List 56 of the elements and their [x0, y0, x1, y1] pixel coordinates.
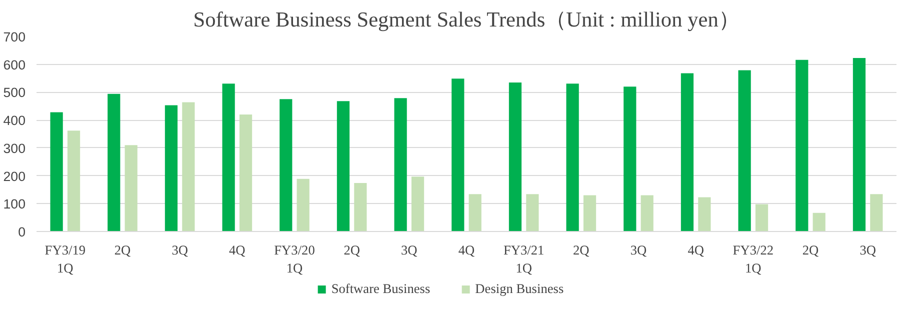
- y-tick-label: 700: [3, 30, 26, 44]
- bar: [755, 204, 768, 232]
- x-tick-label: 3Q: [172, 242, 188, 258]
- x-tick-label: 4Q: [229, 242, 246, 258]
- bar: [452, 78, 464, 232]
- y-tick-label: 600: [3, 57, 26, 72]
- y-tick-label: 200: [3, 168, 26, 184]
- bar: [124, 145, 138, 232]
- chart-title: Software Business Segment Sales Trends（Unit : million yen）: [193, 8, 740, 32]
- bar: [583, 195, 596, 232]
- bar: [108, 94, 120, 232]
- bar: [164, 105, 178, 232]
- y-tick-label: 300: [3, 140, 26, 156]
- bar: [526, 194, 539, 232]
- bar: [698, 197, 711, 232]
- bar: [222, 84, 235, 232]
- bar: [394, 98, 407, 232]
- y-tick-label: 400: [3, 113, 26, 128]
- bar: [468, 194, 482, 232]
- bar: [239, 114, 252, 232]
- x-tick-label: 2Q: [802, 242, 820, 258]
- bar: [67, 130, 80, 232]
- x-tick-label: 2Q: [573, 242, 590, 258]
- y-tick-label: 500: [3, 85, 26, 100]
- bar: [870, 194, 883, 232]
- x-tick-label: 4Q: [688, 242, 704, 258]
- x-tick-label: FY3/19 1Q: [44, 242, 86, 276]
- bar: [182, 102, 195, 232]
- legend-label: Software Business: [331, 281, 430, 297]
- x-tick-label: FY3/22 1Q: [732, 242, 774, 276]
- bar: [566, 84, 579, 232]
- x-tick-label: 3Q: [401, 242, 418, 258]
- bar: [296, 178, 310, 232]
- bar: [812, 212, 826, 232]
- y-tick-label: 100: [3, 196, 26, 212]
- x-tick-label: 2Q: [344, 242, 360, 258]
- x-tick-label: 4Q: [458, 242, 476, 258]
- bar: [738, 70, 751, 232]
- bar: [50, 112, 63, 232]
- bar: [680, 73, 694, 232]
- bar: [508, 82, 522, 232]
- x-tick-label: 3Q: [860, 242, 876, 258]
- bar: [354, 183, 367, 232]
- x-tick-label: 3Q: [630, 242, 648, 258]
- bar: [280, 99, 292, 232]
- bar: [640, 195, 654, 232]
- bar: [796, 60, 808, 232]
- y-tick-label: 0: [18, 224, 26, 240]
- legend-label: Design Business: [475, 281, 564, 297]
- bar: [852, 58, 866, 232]
- bar: [336, 101, 350, 232]
- bar: [411, 176, 424, 232]
- x-tick-label: FY3/21 1Q: [503, 242, 544, 276]
- x-tick-label: FY3/20 1Q: [274, 242, 316, 276]
- bar: [624, 86, 636, 232]
- x-tick-label: 2Q: [114, 242, 132, 258]
